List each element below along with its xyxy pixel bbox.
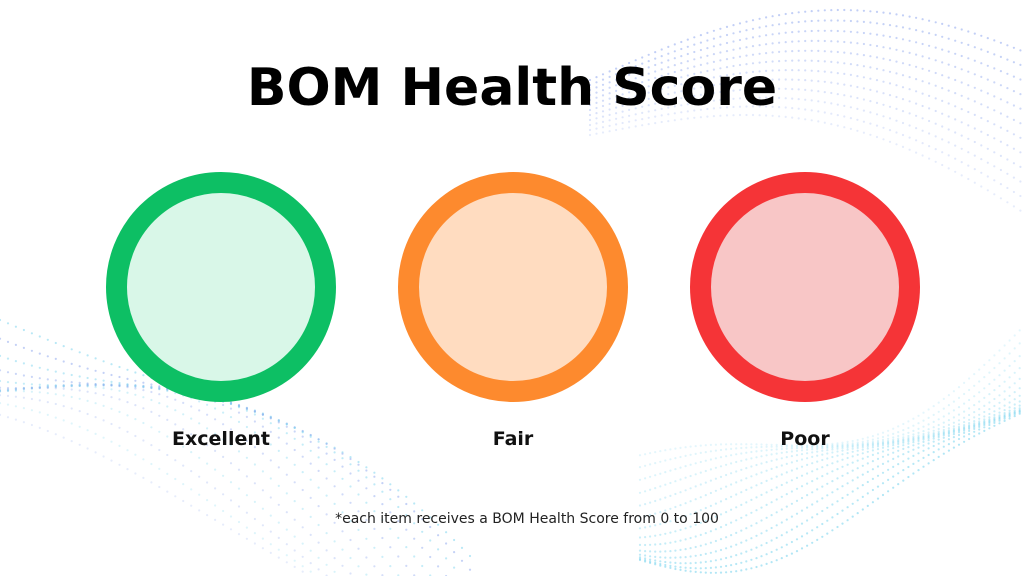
excellent-label: Excellent [172, 428, 270, 450]
fair-label: Fair [492, 428, 534, 450]
footnote: *each item receives a BOM Health Score f… [335, 511, 719, 527]
poor-indicator-circle [690, 172, 920, 402]
poor-label: Poor [780, 428, 830, 450]
score-excellent: Excellent [106, 172, 336, 462]
score-poor: Poor [690, 172, 920, 462]
fair-indicator-circle [398, 172, 628, 402]
excellent-indicator-circle [106, 172, 336, 402]
score-fair: Fair [398, 172, 628, 462]
page-title: BOM Health Score [246, 58, 778, 118]
